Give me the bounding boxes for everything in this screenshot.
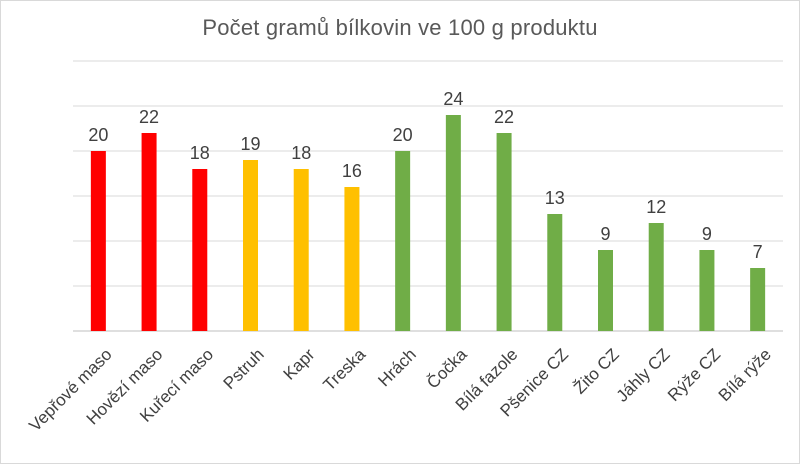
category-label: Kapr bbox=[280, 345, 319, 384]
category-label: Jáhly CZ bbox=[613, 345, 674, 406]
data-label: 24 bbox=[443, 89, 463, 109]
bar bbox=[547, 214, 563, 331]
chart-title: Počet gramů bílkovin ve 100 g produktu bbox=[202, 15, 598, 40]
bar bbox=[648, 223, 664, 331]
bar bbox=[293, 169, 309, 331]
bar bbox=[699, 250, 715, 331]
category-label: Rýže CZ bbox=[664, 345, 724, 405]
data-label: 9 bbox=[702, 224, 712, 244]
data-labels: 20 22 18 19 18 16 20 24 22 13 9 12 9 7 bbox=[88, 89, 762, 262]
data-label: 9 bbox=[600, 224, 610, 244]
data-label: 22 bbox=[494, 107, 514, 127]
data-label: 20 bbox=[393, 125, 413, 145]
data-label: 20 bbox=[88, 125, 108, 145]
data-label: 19 bbox=[240, 134, 260, 154]
category-label: Pstruh bbox=[220, 345, 268, 393]
bar bbox=[395, 151, 411, 331]
bar bbox=[445, 115, 461, 331]
bars bbox=[90, 115, 766, 331]
category-label: Bílá rýže bbox=[715, 345, 775, 405]
bar bbox=[598, 250, 613, 331]
data-label: 22 bbox=[139, 107, 159, 127]
data-label: 13 bbox=[545, 188, 565, 208]
data-label: 18 bbox=[190, 143, 210, 163]
bar bbox=[496, 133, 512, 331]
bar bbox=[750, 268, 766, 331]
data-label: 18 bbox=[291, 143, 311, 163]
data-label: 12 bbox=[646, 197, 666, 217]
bar bbox=[90, 151, 106, 331]
bar bbox=[344, 187, 360, 331]
data-label: 16 bbox=[342, 161, 362, 181]
data-label: 7 bbox=[753, 242, 763, 262]
category-label: Treska bbox=[320, 344, 370, 394]
bar bbox=[192, 169, 208, 331]
bar bbox=[141, 133, 157, 331]
category-label: Hrách bbox=[374, 345, 420, 391]
category-label: Čočka bbox=[423, 344, 471, 392]
gridlines bbox=[73, 60, 783, 332]
bar bbox=[243, 160, 258, 331]
